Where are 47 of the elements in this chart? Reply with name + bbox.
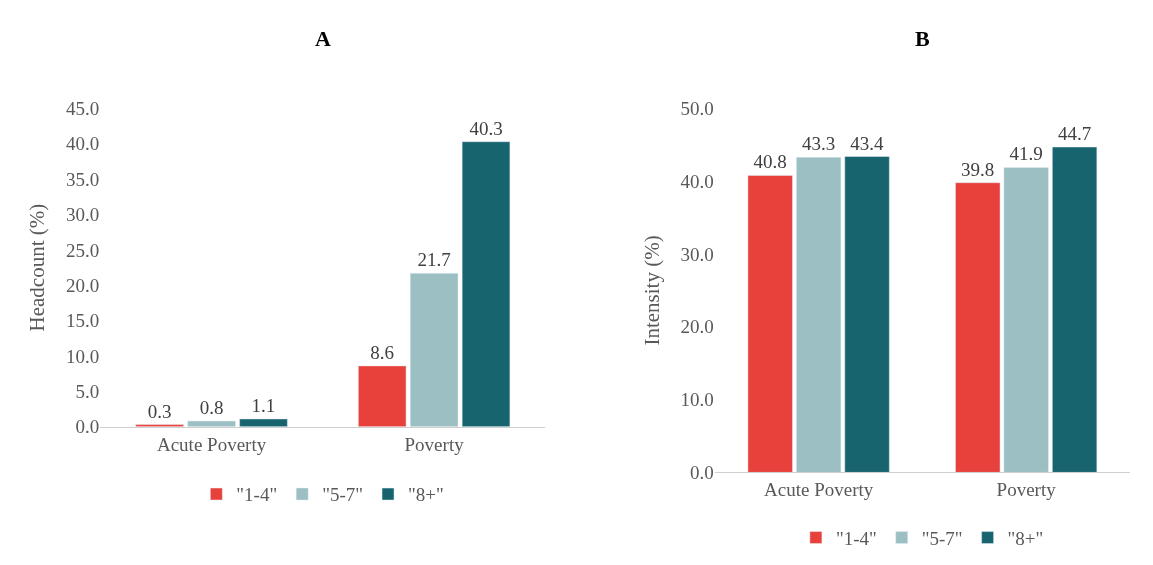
legend-label: "8+"	[408, 484, 444, 506]
data-label: 40.8	[753, 151, 787, 173]
chart-title: A	[315, 26, 331, 51]
x-tick-label: Acute Poverty	[764, 479, 874, 501]
y-tick-label: 45.0	[66, 98, 100, 120]
chart-title: B	[915, 26, 930, 51]
legend-label: "1-4"	[835, 527, 877, 549]
bar	[461, 141, 511, 427]
legend-label: "5-7"	[322, 484, 364, 506]
y-tick-label: 50.0	[680, 98, 714, 120]
bar	[239, 418, 288, 427]
y-tick-label: 40.0	[680, 170, 714, 192]
y-tick-label: 5.0	[75, 380, 100, 402]
y-tick-label: 0.0	[75, 416, 100, 438]
legend-label: "1-4"	[236, 484, 278, 506]
y-tick-label: 30.0	[680, 243, 714, 265]
y-tick-label: 35.0	[66, 168, 100, 190]
y-tick-label: 10.0	[680, 389, 714, 411]
x-tick-label: Poverty	[404, 433, 465, 455]
y-axis-title: Headcount (%)	[25, 203, 50, 332]
y-tick-label: 0.0	[690, 462, 714, 484]
bar	[409, 272, 459, 427]
data-label: 43.3	[802, 133, 836, 155]
data-label: 41.9	[1009, 143, 1043, 165]
bar	[358, 365, 407, 427]
x-tick-label: Poverty	[996, 479, 1057, 501]
y-tick-label: 20.0	[680, 316, 714, 338]
y-tick-label: 40.0	[66, 133, 100, 155]
data-label: 43.4	[850, 132, 884, 154]
y-tick-label: 20.0	[66, 274, 100, 296]
data-label: 21.7	[417, 249, 451, 271]
data-label: 40.3	[469, 117, 503, 139]
data-label: 0.8	[199, 397, 224, 419]
data-label: 44.7	[1057, 123, 1092, 145]
y-tick-label: 15.0	[66, 310, 100, 332]
y-tick-label: 25.0	[66, 239, 100, 261]
data-label: 0.3	[147, 400, 172, 422]
x-tick-label: Acute Poverty	[156, 433, 267, 455]
data-label: 8.6	[370, 341, 395, 363]
y-axis-title: Intensity (%)	[639, 235, 664, 346]
data-label: 39.8	[961, 158, 995, 180]
bar	[187, 420, 236, 427]
y-tick-label: 30.0	[66, 204, 100, 226]
data-label: 1.1	[251, 394, 276, 416]
legend-label: "8+"	[1007, 527, 1044, 549]
y-tick-label: 10.0	[66, 345, 100, 367]
legend-label: "5-7"	[921, 527, 963, 549]
